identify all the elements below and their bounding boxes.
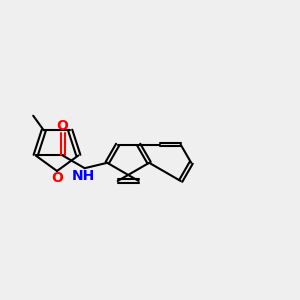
Text: O: O	[57, 119, 68, 134]
Text: O: O	[51, 172, 63, 185]
Text: NH: NH	[72, 169, 95, 183]
